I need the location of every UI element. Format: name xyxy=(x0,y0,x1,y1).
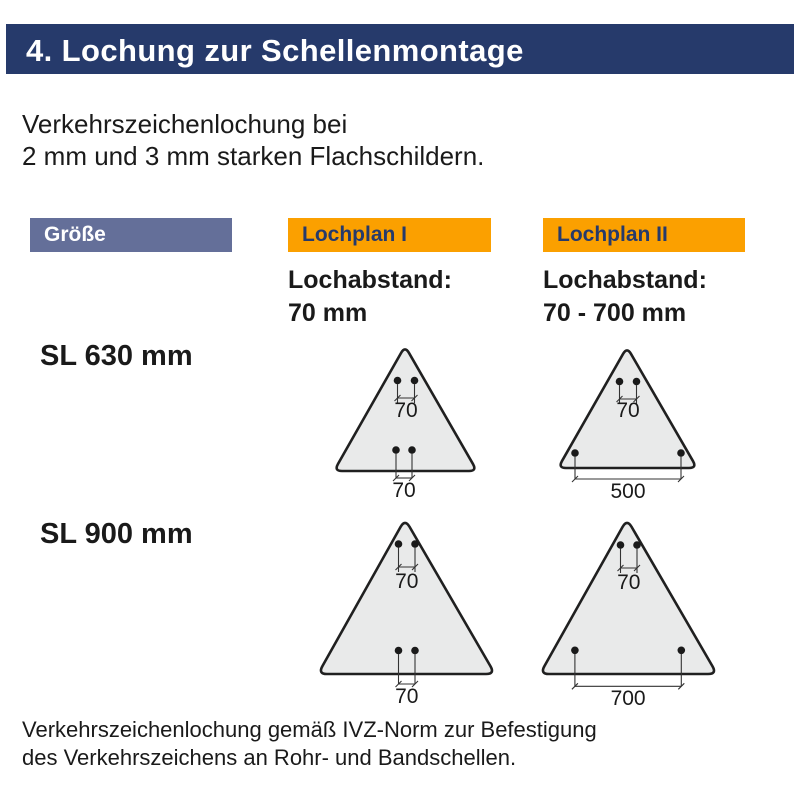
svg-text:70: 70 xyxy=(617,571,640,594)
svg-text:70: 70 xyxy=(616,399,639,422)
svg-text:500: 500 xyxy=(610,480,645,503)
svg-text:70: 70 xyxy=(395,570,418,593)
svg-text:700: 700 xyxy=(611,687,646,710)
svg-text:70: 70 xyxy=(395,685,418,708)
svg-text:70: 70 xyxy=(392,479,415,502)
svg-text:70: 70 xyxy=(394,399,417,422)
